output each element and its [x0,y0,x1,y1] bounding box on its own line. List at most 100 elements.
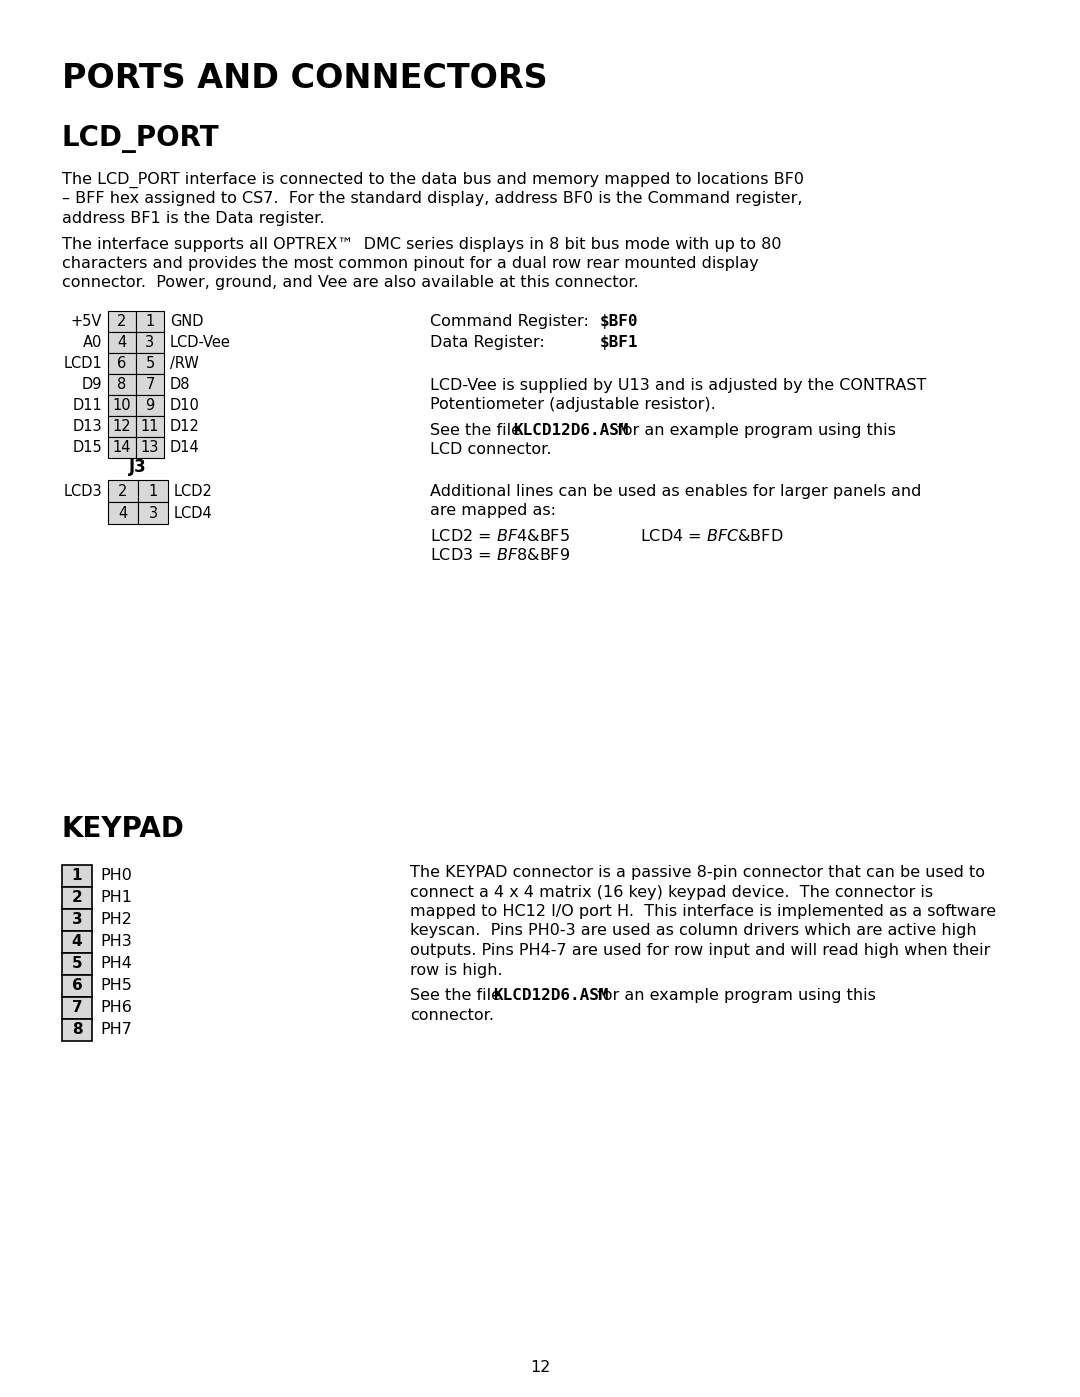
Text: LCD4 = $BFC & $BFD: LCD4 = $BFC & $BFD [640,528,784,543]
Text: 3: 3 [146,335,154,351]
Text: PH4: PH4 [100,957,132,971]
Text: LCD2: LCD2 [174,483,213,499]
Text: LCD-Vee: LCD-Vee [170,335,231,351]
Text: KLCD12D6.ASM: KLCD12D6.ASM [513,423,629,439]
Text: Additional lines can be used as enables for larger panels and: Additional lines can be used as enables … [430,483,921,499]
Text: connector.  Power, ground, and Vee are also available at this connector.: connector. Power, ground, and Vee are al… [62,275,638,291]
Text: D11: D11 [72,398,102,414]
Text: connect a 4 x 4 matrix (16 key) keypad device.  The connector is: connect a 4 x 4 matrix (16 key) keypad d… [410,884,933,900]
Text: 2: 2 [118,314,126,330]
Text: 1: 1 [148,483,158,499]
Text: +5V: +5V [70,314,102,330]
Bar [136,332,164,353]
Text: LCD4: LCD4 [174,506,213,521]
Text: 9: 9 [146,398,154,414]
Text: 7: 7 [71,1000,82,1016]
Text: 6: 6 [118,356,126,372]
Bar [136,437,164,458]
Bar [136,374,164,395]
Text: 1: 1 [71,869,82,883]
Text: row is high.: row is high. [410,963,502,978]
Bar [108,481,138,502]
Text: D8: D8 [170,377,190,393]
Bar [108,312,136,332]
Bar [108,353,136,374]
Text: 2: 2 [71,890,82,905]
Text: 4: 4 [118,335,126,351]
Text: 10: 10 [112,398,132,414]
Text: PH6: PH6 [100,1000,132,1016]
Bar [108,502,138,524]
Bar [62,865,92,887]
Bar [62,953,92,975]
Text: The LCD_PORT interface is connected to the data bus and memory mapped to locatio: The LCD_PORT interface is connected to t… [62,172,804,189]
Bar [62,975,92,997]
Bar [136,312,164,332]
Bar [62,930,92,953]
Text: Data Register:: Data Register: [430,335,544,351]
Text: KEYPAD: KEYPAD [62,814,185,842]
Text: See the file: See the file [430,423,526,439]
Bar [108,374,136,395]
Text: address BF1 is the Data register.: address BF1 is the Data register. [62,211,324,226]
Text: keyscan.  Pins PH0-3 are used as column drivers which are active high: keyscan. Pins PH0-3 are used as column d… [410,923,976,939]
Bar [108,416,136,437]
Bar [136,353,164,374]
Text: J3: J3 [130,458,147,476]
Text: PH1: PH1 [100,890,132,905]
Text: 6: 6 [71,978,82,993]
Text: D13: D13 [72,419,102,434]
Text: characters and provides the most common pinout for a dual row rear mounted displ: characters and provides the most common … [62,256,759,271]
Text: 1: 1 [146,314,154,330]
Text: PH7: PH7 [100,1023,132,1038]
Text: 8: 8 [71,1023,82,1038]
Text: 4: 4 [119,506,127,521]
Text: D15: D15 [72,440,102,455]
Text: LCD2 = $BF4 & $BF5: LCD2 = $BF4 & $BF5 [430,528,570,543]
Text: 2: 2 [119,483,127,499]
Text: LCD connector.: LCD connector. [430,443,552,457]
Text: PH5: PH5 [100,978,132,993]
Text: D12: D12 [170,419,200,434]
Text: /RW: /RW [170,356,199,372]
Text: D10: D10 [170,398,200,414]
Text: 12: 12 [112,419,132,434]
Text: 13: 13 [140,440,159,455]
Text: PH2: PH2 [100,912,132,928]
Text: 8: 8 [118,377,126,393]
Text: 5: 5 [71,957,82,971]
Text: LCD_PORT: LCD_PORT [62,124,219,154]
Text: Command Register:: Command Register: [430,314,594,330]
Text: KLCD12D6.ASM: KLCD12D6.ASM [492,988,608,1003]
Bar [62,997,92,1018]
Text: LCD3: LCD3 [64,483,102,499]
Text: The interface supports all OPTREX™  DMC series displays in 8 bit bus mode with u: The interface supports all OPTREX™ DMC s… [62,236,782,251]
Text: mapped to HC12 I/O port H.  This interface is implemented as a software: mapped to HC12 I/O port H. This interfac… [410,904,996,919]
Text: 3: 3 [71,912,82,928]
Text: connector.: connector. [410,1007,494,1023]
Text: LCD3 = $BF8 & $BF9: LCD3 = $BF8 & $BF9 [430,548,570,563]
Text: 3: 3 [148,506,158,521]
Text: PH3: PH3 [100,935,132,950]
Text: D14: D14 [170,440,200,455]
Text: 14: 14 [112,440,132,455]
Text: for an example program using this: for an example program using this [612,423,896,439]
Text: 7: 7 [146,377,154,393]
Text: A0: A0 [83,335,102,351]
Text: LCD-Vee is supplied by U13 and is adjusted by the CONTRAST: LCD-Vee is supplied by U13 and is adjust… [430,379,927,393]
Text: 5: 5 [146,356,154,372]
Text: LCD1: LCD1 [64,356,102,372]
Bar [62,887,92,909]
Text: $BF1: $BF1 [600,335,638,351]
Bar [108,395,136,416]
Text: D9: D9 [81,377,102,393]
Text: are mapped as:: are mapped as: [430,503,556,518]
Text: for an example program using this: for an example program using this [592,988,876,1003]
Text: 12: 12 [530,1361,550,1375]
Text: Potentiometer (adjustable resistor).: Potentiometer (adjustable resistor). [430,398,716,412]
Bar [62,909,92,930]
Bar [138,481,168,502]
Text: outputs. Pins PH4-7 are used for row input and will read high when their: outputs. Pins PH4-7 are used for row inp… [410,943,990,958]
Text: See the file: See the file [410,988,507,1003]
Text: – BFF hex assigned to CS7.  For the standard display, address BF0 is the Command: – BFF hex assigned to CS7. For the stand… [62,191,802,207]
